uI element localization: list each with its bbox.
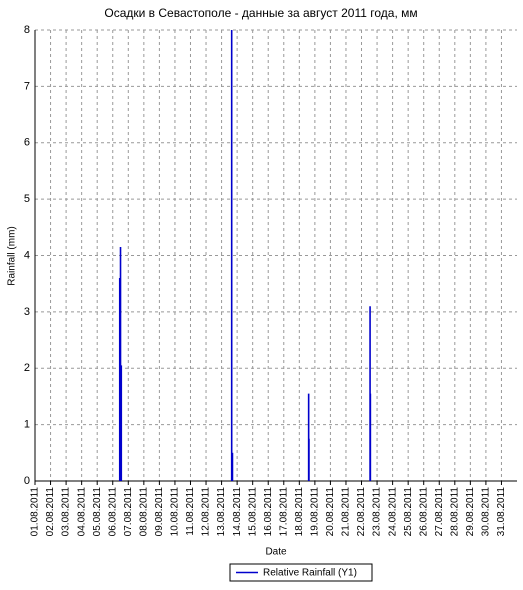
y-tick-label: 4 [24, 249, 30, 261]
x-tick-label: 11.08.2011 [185, 487, 196, 536]
legend [229, 563, 373, 582]
x-tick-label: 10.08.2011 [170, 487, 181, 537]
y-tick-label: 5 [24, 193, 30, 205]
y-tick-label: 8 [24, 24, 30, 36]
x-tick-label: 23.08.2011 [372, 487, 383, 537]
x-tick-label: 27.08.2011 [434, 487, 445, 537]
x-tick-label: 17.08.2011 [278, 487, 289, 537]
y-axis-label: Rainfall (mm) [7, 226, 18, 285]
x-tick-label: 13.08.2011 [216, 487, 227, 537]
x-tick-label: 31.08.2011 [496, 487, 507, 537]
x-tick-label: 30.08.2011 [481, 487, 492, 537]
x-tick-label: 26.08.2011 [418, 487, 429, 537]
x-tick-label: 29.08.2011 [465, 487, 476, 537]
x-tick-label: 19.08.2011 [310, 487, 321, 537]
x-tick-label: 14.08.2011 [232, 487, 243, 537]
y-tick-label: 2 [24, 362, 30, 374]
x-tick-label: 09.08.2011 [154, 487, 165, 537]
y-tick-label: 7 [24, 80, 30, 92]
x-tick-label: 06.08.2011 [107, 487, 118, 537]
x-tick-label: 16.08.2011 [263, 487, 274, 537]
legend-label: Relative Rainfall (Y1) [263, 568, 357, 579]
y-tick-label: 0 [24, 475, 30, 487]
x-tick-label: 15.08.2011 [247, 487, 258, 537]
x-tick-label: 18.08.2011 [294, 487, 305, 537]
x-tick-label: 25.08.2011 [403, 487, 414, 537]
y-tick-label: 3 [24, 306, 30, 318]
x-tick-label: 12.08.2011 [201, 487, 212, 537]
x-tick-label: 24.08.2011 [387, 487, 398, 537]
x-tick-label: 28.08.2011 [449, 487, 460, 537]
x-tick-label: 01.08.2011 [30, 487, 41, 537]
y-tick-label: 1 [24, 419, 30, 431]
x-tick-label: 02.08.2011 [45, 487, 56, 537]
x-tick-label: 03.08.2011 [61, 487, 72, 537]
x-tick-label: 05.08.2011 [92, 487, 103, 537]
x-axis-label: Date [265, 547, 287, 558]
x-tick-label: 21.08.2011 [341, 487, 352, 537]
y-tick-label: 6 [24, 137, 30, 149]
x-tick-label: 07.08.2011 [123, 487, 134, 537]
x-tick-label: 08.08.2011 [138, 487, 149, 537]
x-tick-label: 20.08.2011 [325, 487, 336, 537]
x-tick-label: 22.08.2011 [356, 487, 367, 537]
chart-title: Осадки в Севастополе - данные за август … [104, 6, 417, 20]
x-tick-label: 04.08.2011 [76, 487, 87, 537]
